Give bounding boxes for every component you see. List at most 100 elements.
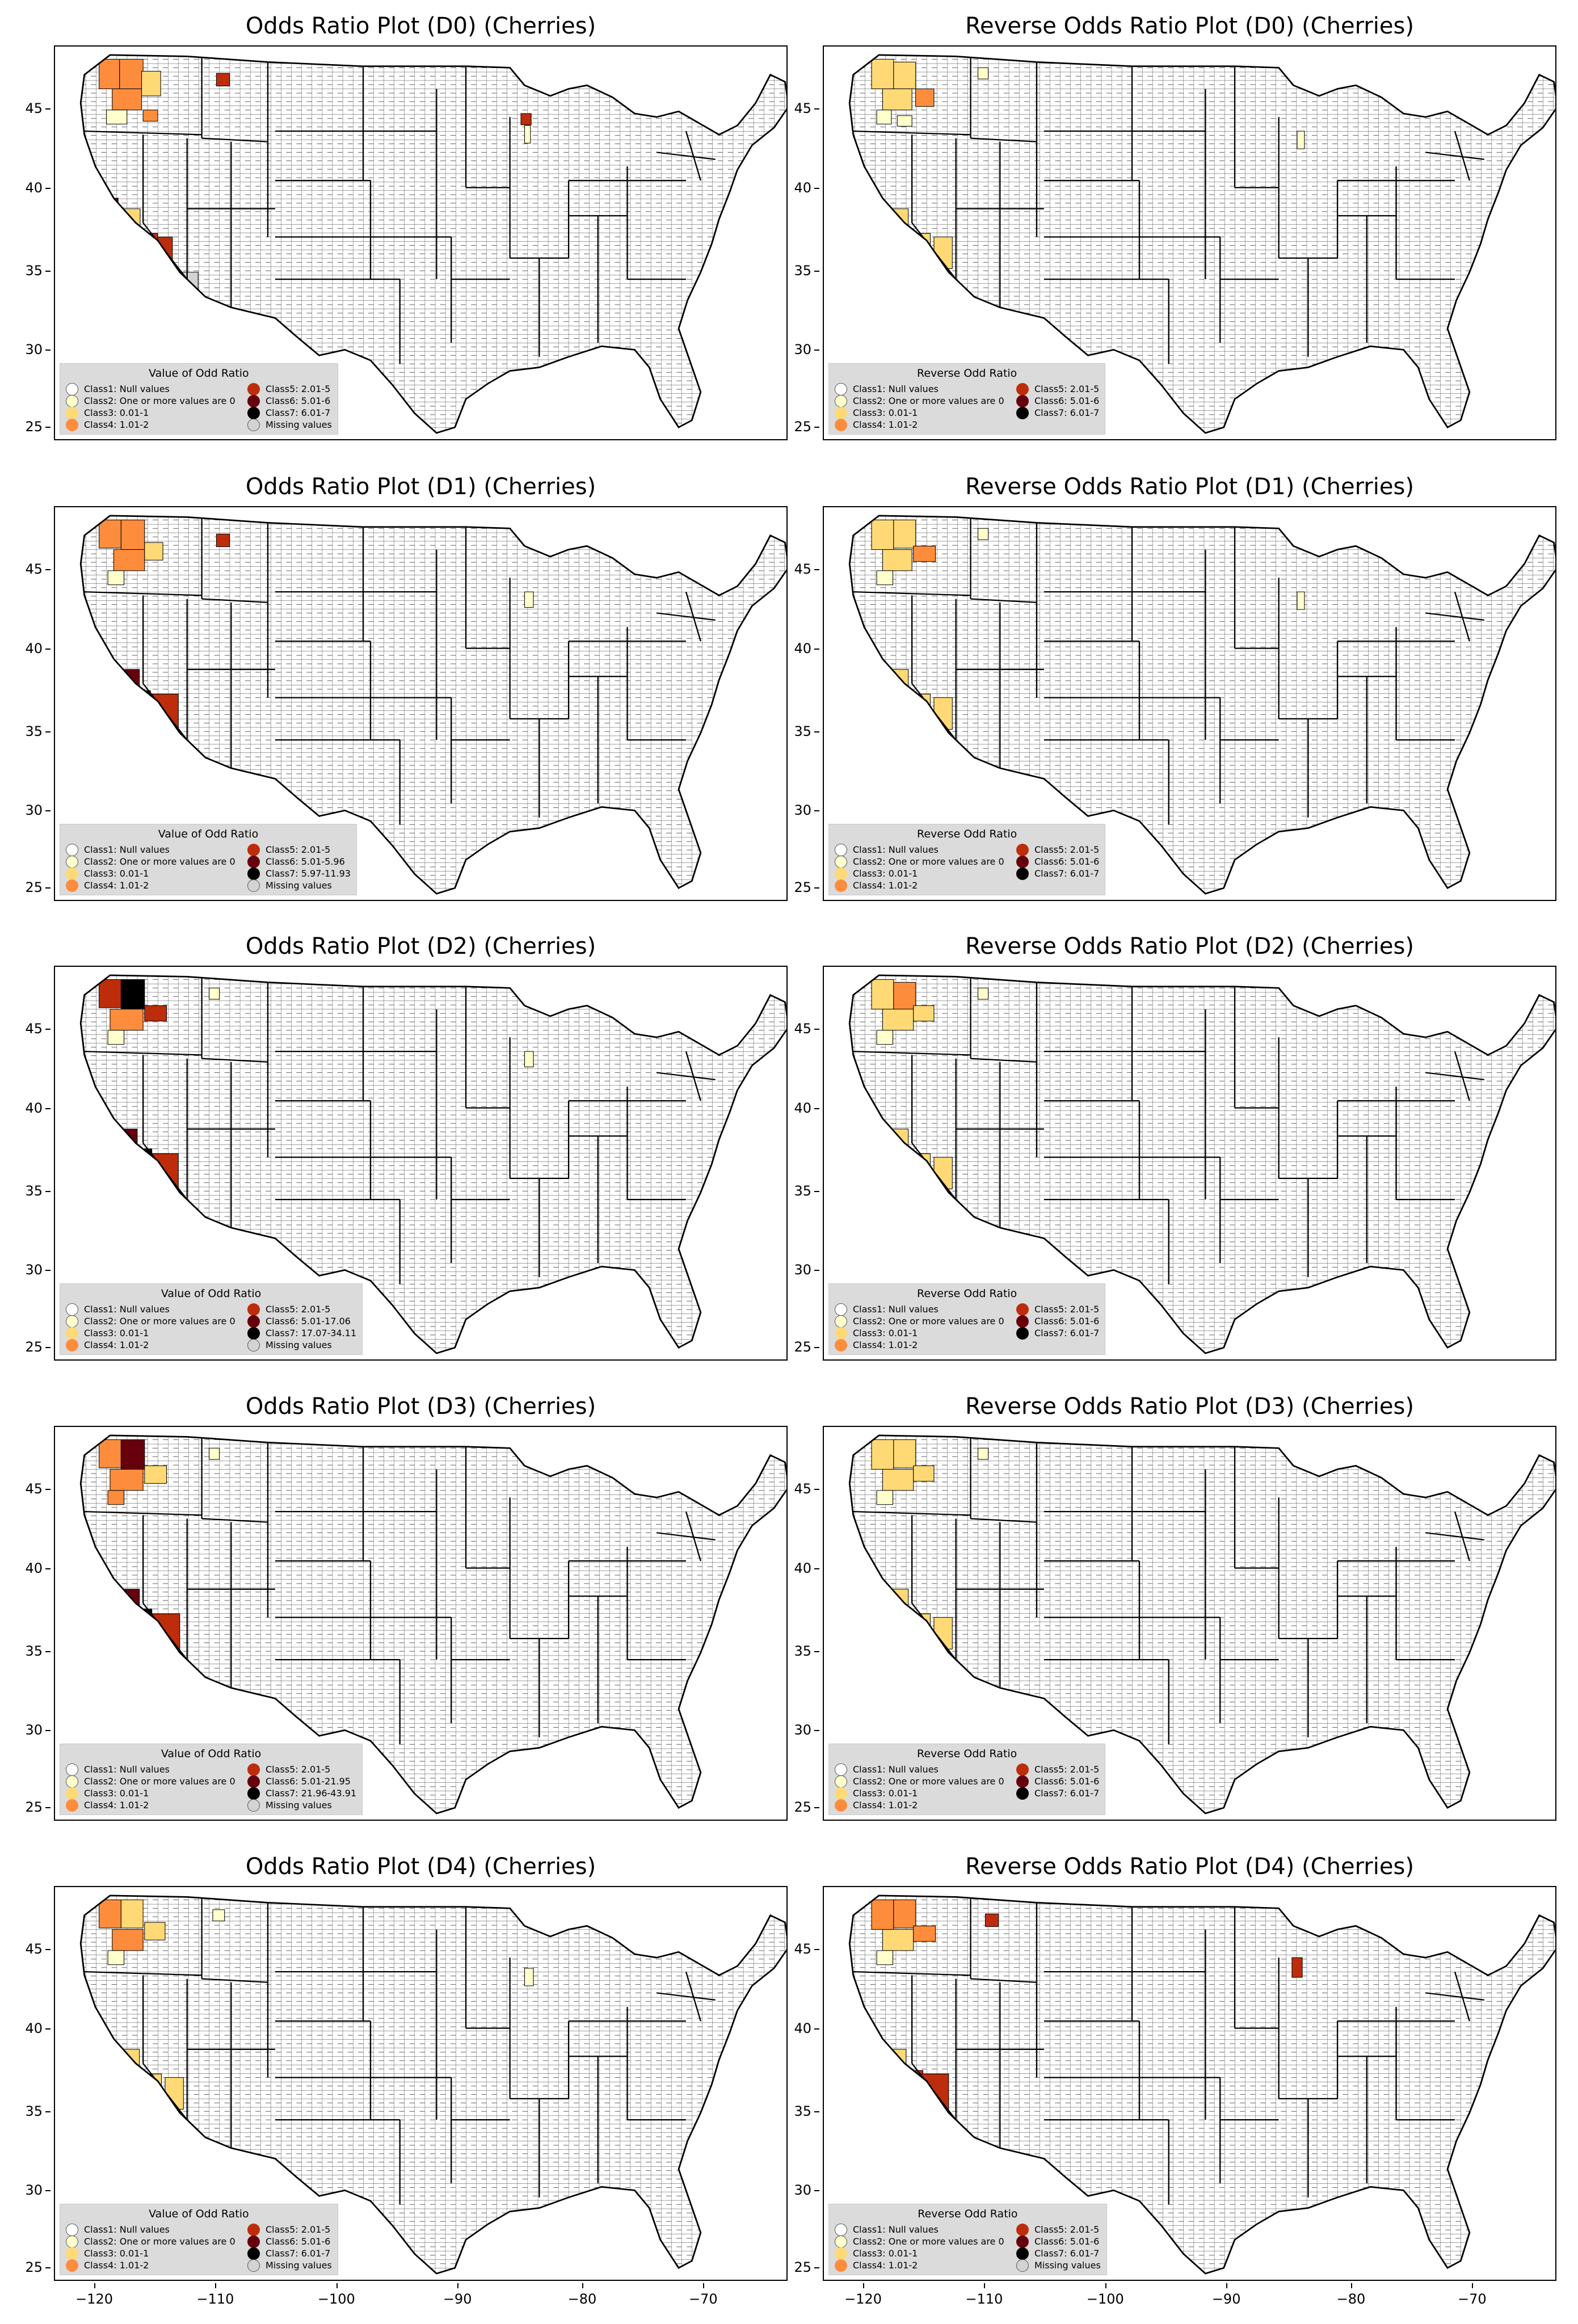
county-region [120,1439,145,1470]
legend-item: Class4: 1.01-2 [835,418,1016,431]
legend-swatch [835,382,847,395]
legend-item: Class3: 0.01-1 [66,2247,247,2260]
legend-label: Class5: 2.01-5 [1034,844,1100,855]
legend-swatch [1016,867,1029,880]
us-outline [848,515,1555,895]
y-tick-label: 40 [13,641,51,656]
county-region [913,1465,935,1482]
legend-title: Value of Odd Ratio [158,828,259,840]
legend-item: Class6: 5.01-6 [1016,394,1099,407]
legend-item: Class7: 6.01-7 [1016,406,1100,419]
legend-title: Reverse Odd Ratio [918,2208,1018,2220]
legend-swatch [66,1787,78,1800]
legend-item: Class7: 6.01-7 [1016,867,1099,880]
legend-label: Class5: 2.01-5 [266,384,331,394]
state-boundary [657,612,716,621]
county-region [871,1439,894,1470]
panel-title: Reverse Odds Ratio Plot (D2) (Cherries) [965,933,1414,959]
county-region [893,61,916,90]
legend-label: Class6: 5.01-21.95 [266,1776,351,1787]
map-panel: Odds Ratio Plot (D4) (Cherries) 45 40 35 30 2… [25,1851,788,2307]
legend-item: Class1: Null values [835,843,1016,856]
us-county-map [79,974,786,1354]
legend-title: Value of Odd Ratio [149,367,249,380]
county-region [871,519,894,550]
legend-item: Class2: One or more values are 0 [66,2235,247,2248]
county-region [107,1129,138,1154]
legend-swatch [835,1303,847,1316]
legend-label: Class3: 0.01-1 [84,1788,149,1799]
legend-item: Class6: 5.01-6 [1016,1315,1099,1328]
legend-swatch [247,1775,260,1788]
legend-swatch [247,855,260,868]
us-outline [79,54,786,434]
legend-swatch [66,2223,78,2236]
legend-label: Class5: 2.01-5 [266,2224,331,2235]
legend-swatch [247,1799,260,1812]
county-region [1291,1957,1303,1978]
legend-label: Class7: 6.01-7 [1034,407,1100,418]
us-outline [848,54,1555,434]
county-region [144,1005,167,1022]
map-panel: Odds Ratio Plot (D1) (Cherries) 45 40 35 30 2… [25,471,788,901]
y-tick-label: 40 [13,1100,51,1116]
state-boundary [970,137,1037,142]
county-region [1297,130,1305,149]
panel-title: Odds Ratio Plot (D3) (Cherries) [245,1393,596,1420]
legend-swatch [835,1799,847,1812]
legend-swatch [66,855,78,868]
legend-column: Class5: 2.01-5 Class6: 5.01-6 Class7: 6.01… [1016,382,1100,431]
x-tick-label: −110 [961,2283,1007,2307]
legend-label: Class1: Null values [84,2224,170,2235]
county-region [876,1490,894,1505]
legend-label: Class6: 5.01-6 [1034,1776,1100,1787]
legend-label: Class7: 17.07-34.11 [266,1328,357,1338]
panel-title: Odds Ratio Plot (D2) (Cherries) [245,933,596,959]
y-tick-label: 35 [13,1183,51,1199]
legend-label: Class5: 2.01-5 [266,1764,331,1775]
legend-swatch [247,1338,260,1352]
map-legend: Value of Odd Ratio Class1: Null values Cla… [60,824,357,895]
legend-column: Class1: Null values Class2: One or more v… [835,843,1016,892]
legend-item: Class3: 0.01-1 [66,406,247,419]
county-region [119,58,144,90]
legend-label: Class2: One or more values are 0 [853,2236,1004,2247]
county-region [99,519,121,549]
state-boundary [84,1971,202,1976]
county-region [110,1009,144,1031]
legend-label: Class3: 0.01-1 [84,2248,149,2259]
x-tick-label: −120 [71,2283,117,2307]
y-tick-label: 30 [782,342,819,357]
legend-item: Missing values [1016,2259,1101,2272]
legend-item: Class7: 6.01-7 [1016,1327,1099,1340]
legend-swatch [835,2247,847,2260]
state-boundary [1425,1072,1484,1080]
county-region [122,1609,153,1652]
state-boundary [84,130,202,136]
y-tick-label: 40 [782,641,819,656]
legend-label: Class1: Null values [853,844,939,855]
map-frame: Value of Odd Ratio Class1: Null values Cla… [54,1886,788,2281]
legend-label: Class1: Null values [853,2224,939,2235]
y-tick-label: 25 [13,1339,51,1355]
legend-title: Reverse Odd Ratio [917,828,1017,840]
legend-label: Class6: 5.01-5.96 [266,856,345,867]
map-panel: Reverse Odds Ratio Plot (D1) (Cherries) 4… [794,471,1556,901]
county-region [893,519,916,549]
state-boundary [685,1971,701,2022]
legend-swatch [66,879,78,892]
legend-label: Class2: One or more values are 0 [84,856,235,867]
legend-swatch [1016,394,1029,407]
state-boundary [657,151,716,160]
panel-title: Reverse Odds Ratio Plot (D3) (Cherries) [965,1393,1414,1420]
legend-column: Class1: Null values Class2: One or more v… [66,382,247,431]
legend-title: Value of Odd Ratio [161,1748,262,1760]
map-legend: Reverse Odd Ratio Class1: Null values Clas… [828,824,1106,895]
y-tick-label: 25 [13,1799,51,1815]
map-legend: Reverse Odd Ratio Class1: Null values Clas… [828,2204,1107,2275]
legend-column: Class1: Null values Class2: One or more v… [835,1763,1016,1812]
x-tick-label: −90 [1204,2283,1249,2307]
map-frame: Reverse Odd Ratio Class1: Null values Clas… [823,966,1556,1361]
x-tick-label: −70 [1449,2283,1495,2307]
legend-item: Class6: 5.01-6 [1016,1775,1100,1788]
